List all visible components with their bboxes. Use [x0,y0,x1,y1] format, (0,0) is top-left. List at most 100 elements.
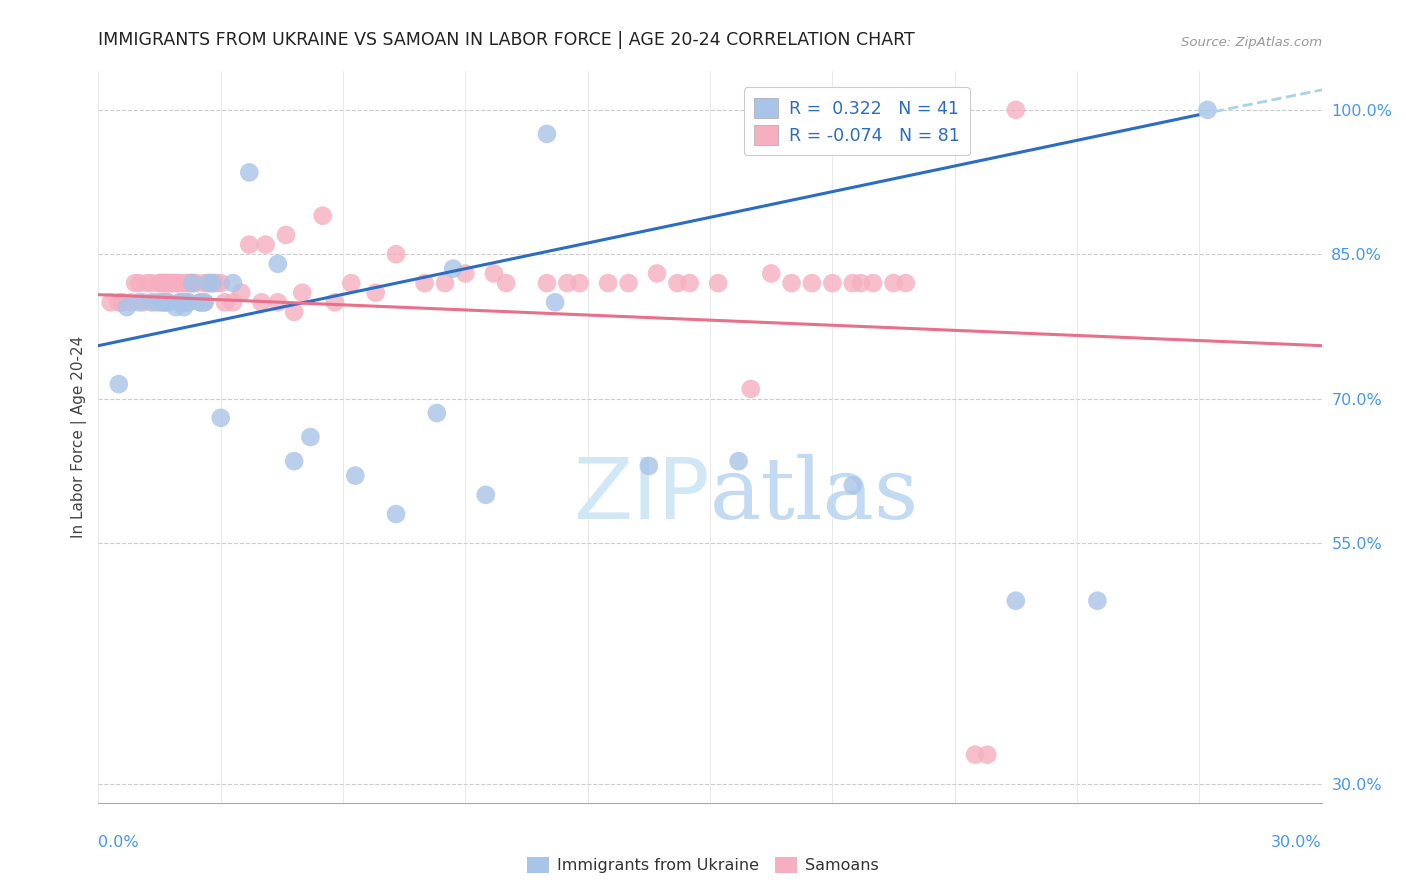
Point [761,267,783,281]
Point [1004,593,1026,607]
Point [1197,103,1219,117]
Point [108,295,131,310]
Point [849,276,872,290]
Point [209,410,232,425]
Point [1085,593,1108,607]
Point [598,276,620,290]
Point [149,295,172,310]
Point [169,295,191,310]
Point [250,295,273,310]
Text: ZIP: ZIP [574,454,710,537]
Y-axis label: In Labor Force | Age 20-24: In Labor Force | Age 20-24 [72,336,87,538]
Point [145,295,167,310]
Point [495,276,517,290]
Point [156,276,179,290]
Point [156,276,179,290]
Point [568,276,591,290]
Point [169,295,191,310]
Point [132,295,155,310]
Point [111,295,134,310]
Point [323,295,346,310]
Point [197,276,219,290]
Point [536,276,558,290]
Point [205,276,228,290]
Point [965,747,987,762]
Point [454,267,477,281]
Point [141,295,163,310]
Point [299,430,322,444]
Point [152,276,174,290]
Point [555,276,579,290]
Point [536,127,558,141]
Point [482,267,505,281]
Point [128,295,150,310]
Point [283,305,305,319]
Point [222,295,245,310]
Point [426,406,449,420]
Point [283,454,305,468]
Point [883,276,905,290]
Point [238,237,260,252]
Point [156,276,179,290]
Point [165,276,187,290]
Point [141,276,163,290]
Point [666,276,689,290]
Point [1004,103,1026,117]
Point [821,276,844,290]
Point [740,382,762,396]
Point [193,295,215,310]
Point [152,295,174,310]
Point [544,295,567,310]
Point [254,237,277,252]
Text: 0.0%: 0.0% [98,836,139,850]
Point [152,295,174,310]
Point [177,276,200,290]
Point [385,507,408,521]
Point [385,247,408,261]
Point [291,285,314,300]
Point [177,295,200,310]
Point [108,377,131,392]
Point [128,276,150,290]
Text: IMMIGRANTS FROM UKRAINE VS SAMOAN IN LABOR FORCE | AGE 20-24 CORRELATION CHART: IMMIGRANTS FROM UKRAINE VS SAMOAN IN LAB… [98,31,915,49]
Point [165,276,187,290]
Text: 30.0%: 30.0% [1271,836,1322,850]
Text: atlas: atlas [710,454,920,537]
Point [679,276,702,290]
Point [177,276,200,290]
Point [186,276,208,290]
Point [188,295,212,310]
Point [197,276,219,290]
Point [727,454,749,468]
Point [201,276,224,290]
Point [441,261,464,276]
Point [156,295,179,310]
Point [173,276,195,290]
Point [222,276,245,290]
Point [976,747,998,762]
Point [193,295,215,310]
Point [780,276,803,290]
Point [780,132,803,146]
Point [169,295,191,310]
Point [173,300,195,314]
Point [238,165,260,179]
Point [841,276,863,290]
Point [136,276,159,290]
Point [637,458,661,473]
Point [617,276,640,290]
Legend: Immigrants from Ukraine, Samoans: Immigrants from Ukraine, Samoans [520,850,886,880]
Point [267,257,290,271]
Point [188,295,212,310]
Point [364,285,387,300]
Point [267,295,290,310]
Point [177,295,200,310]
Point [152,276,174,290]
Point [173,295,195,310]
Point [165,300,187,314]
Point [152,276,174,290]
Point [862,276,884,290]
Point [120,295,142,310]
Point [124,276,146,290]
Point [193,276,215,290]
